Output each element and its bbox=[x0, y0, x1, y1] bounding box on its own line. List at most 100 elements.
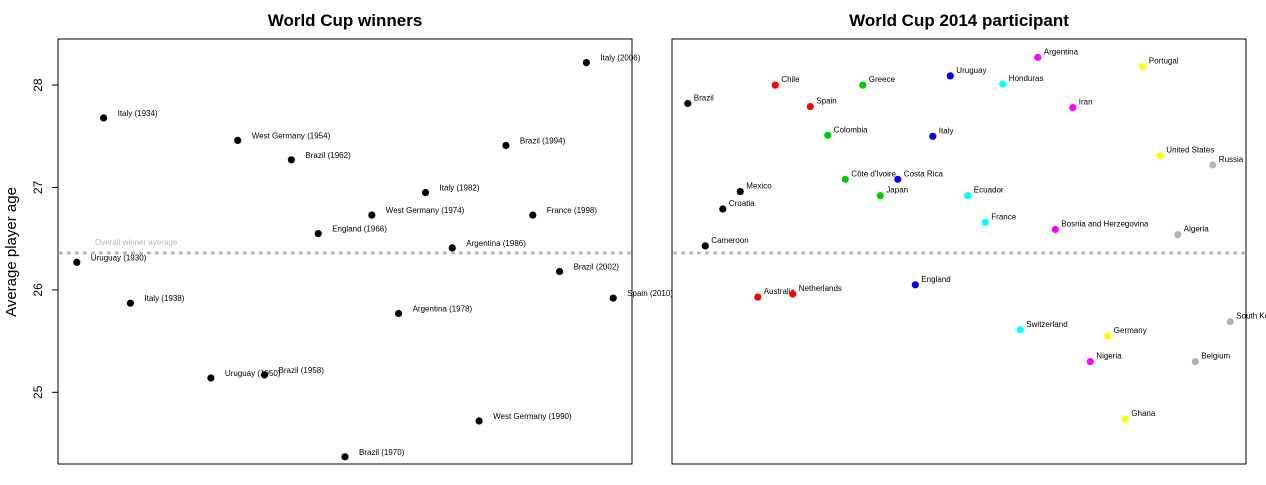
point-label-italy-1938: Italy (1938) bbox=[144, 294, 184, 303]
point-brazil-1962 bbox=[287, 156, 295, 164]
point-south-korea bbox=[1226, 318, 1234, 326]
y-tick-label: 25 bbox=[31, 385, 45, 399]
point-label-italy-2006: Italy (2006) bbox=[600, 54, 640, 63]
point-portugal bbox=[1139, 63, 1147, 71]
point-label-algeria: Algeria bbox=[1184, 225, 1209, 234]
points-group: Brazil Cameroon Croatia Mexico Australia Chil… bbox=[684, 47, 1266, 423]
point-west-germany-1974 bbox=[368, 211, 376, 219]
point-spain-2010 bbox=[609, 294, 617, 302]
point-label-west-germany-1974: West Germany (1974) bbox=[386, 206, 465, 215]
point-label-brazil: Brazil bbox=[694, 94, 714, 103]
point-japan bbox=[876, 192, 884, 200]
point-belgium bbox=[1191, 358, 1199, 366]
point-label-uruguay: Uruguay bbox=[956, 66, 986, 75]
point-label-brazil-1958: Brazil (1958) bbox=[279, 366, 325, 375]
point-label-costa-rica: Costa Rica bbox=[904, 169, 944, 178]
point-label-brazil-1994: Brazil (1994) bbox=[520, 137, 566, 146]
point-label-greece: Greece bbox=[869, 75, 896, 84]
point-west-germany-1954 bbox=[234, 136, 242, 144]
panel-title: World Cup winners bbox=[268, 11, 423, 30]
point-united-states bbox=[1156, 152, 1164, 160]
point-switzerland bbox=[1016, 326, 1024, 334]
reference-line-group: Overall winner average bbox=[59, 238, 631, 255]
point-label-south-korea: South Korea bbox=[1236, 312, 1266, 321]
point-costa-rica bbox=[894, 175, 902, 183]
point-france-1998 bbox=[529, 211, 537, 219]
point-germany bbox=[1104, 332, 1112, 340]
y-axis: 25 26 27 28 bbox=[31, 78, 58, 399]
point-france bbox=[981, 218, 989, 226]
point-label-mexico: Mexico bbox=[746, 182, 772, 191]
point-england-1966 bbox=[314, 230, 322, 238]
point-label-colombia: Colombia bbox=[834, 125, 868, 134]
point-cote-d-ivoire bbox=[841, 175, 849, 183]
point-italy-1938 bbox=[126, 299, 134, 307]
point-label-portugal: Portugal bbox=[1149, 57, 1179, 66]
point-label-australia: Australia bbox=[764, 287, 796, 296]
point-australia bbox=[754, 293, 762, 301]
point-label-italy: Italy bbox=[939, 126, 954, 135]
point-uruguay-1950 bbox=[207, 374, 215, 382]
point-brazil-1994 bbox=[502, 141, 510, 150]
point-croatia bbox=[719, 205, 727, 213]
point-label-brazil-2002: Brazil (2002) bbox=[574, 263, 620, 272]
point-label-uruguay-1930: Uruguay (1930) bbox=[91, 253, 147, 262]
point-label-argentina-1978: Argentina (1978) bbox=[413, 305, 473, 314]
point-honduras bbox=[999, 80, 1007, 88]
y-tick-label: 26 bbox=[31, 283, 45, 297]
point-cameroon bbox=[701, 242, 709, 250]
point-brazil-1970 bbox=[341, 453, 349, 461]
y-axis-title: Average player age bbox=[3, 187, 20, 317]
point-argentina bbox=[1034, 53, 1042, 62]
point-brazil-1958 bbox=[260, 371, 269, 379]
y-tick-label: 28 bbox=[31, 78, 45, 92]
y-tick-label: 27 bbox=[31, 180, 45, 194]
point-colombia bbox=[824, 131, 832, 139]
point-ecuador bbox=[964, 192, 972, 200]
point-italy-1982 bbox=[421, 189, 430, 197]
point-italy-1934 bbox=[100, 114, 108, 122]
point-label-england: England bbox=[921, 275, 950, 284]
point-uruguay-1930 bbox=[73, 258, 81, 266]
point-mexico bbox=[736, 188, 744, 196]
point-label-spain-2010: Spain (2010) bbox=[627, 289, 673, 298]
point-label-chile: Chile bbox=[781, 75, 800, 84]
point-label-uruguay-1950: Uruguay (1950) bbox=[225, 369, 281, 378]
point-label-japan: Japan bbox=[886, 186, 908, 195]
panel-world-cup-2014: World Cup 2014 participant Brazil Cameroo… bbox=[671, 11, 1266, 465]
point-uruguay bbox=[946, 72, 954, 80]
plot-frame bbox=[671, 38, 1247, 465]
point-label-west-germany-1990: West Germany (1990) bbox=[493, 412, 572, 421]
points-group: Uruguay (1930) Italy (1934) Italy (1938) Ur… bbox=[73, 54, 673, 461]
point-label-france: France bbox=[991, 212, 1016, 221]
point-russia bbox=[1209, 161, 1217, 169]
point-netherlands bbox=[789, 290, 797, 298]
point-italy-2006 bbox=[582, 59, 591, 67]
point-label-croatia: Croatia bbox=[729, 199, 755, 208]
point-label-england-1966: England (1966) bbox=[332, 225, 387, 234]
point-label-iran: Iran bbox=[1079, 98, 1093, 107]
point-algeria bbox=[1174, 231, 1182, 239]
point-argentina-1978 bbox=[395, 309, 403, 318]
point-chile bbox=[771, 81, 779, 89]
point-label-germany: Germany bbox=[1114, 326, 1147, 335]
point-bosnia-and-herzegovina bbox=[1051, 225, 1059, 234]
point-label-ghana: Ghana bbox=[1131, 409, 1156, 418]
point-nigeria bbox=[1086, 358, 1094, 366]
point-argentina-1986 bbox=[448, 244, 456, 252]
point-spain bbox=[806, 103, 814, 111]
point-england bbox=[911, 281, 919, 289]
point-label-belgium: Belgium bbox=[1201, 352, 1230, 361]
point-label-italy-1934: Italy (1934) bbox=[118, 109, 158, 118]
point-brazil bbox=[684, 99, 692, 108]
reference-line-label: Overall winner average bbox=[95, 238, 178, 247]
point-label-honduras: Honduras bbox=[1009, 74, 1044, 83]
point-label-netherlands: Netherlands bbox=[799, 284, 842, 293]
plot-frame bbox=[57, 38, 633, 465]
point-greece bbox=[859, 81, 867, 89]
point-italy bbox=[929, 132, 937, 140]
point-label-bosnia-and-herzegovina: Bosnia and Herzegovina bbox=[1061, 220, 1149, 229]
point-label-argentina: Argentina bbox=[1044, 47, 1079, 56]
point-label-brazil-1962: Brazil (1962) bbox=[305, 151, 351, 160]
point-west-germany-1990 bbox=[475, 417, 483, 425]
